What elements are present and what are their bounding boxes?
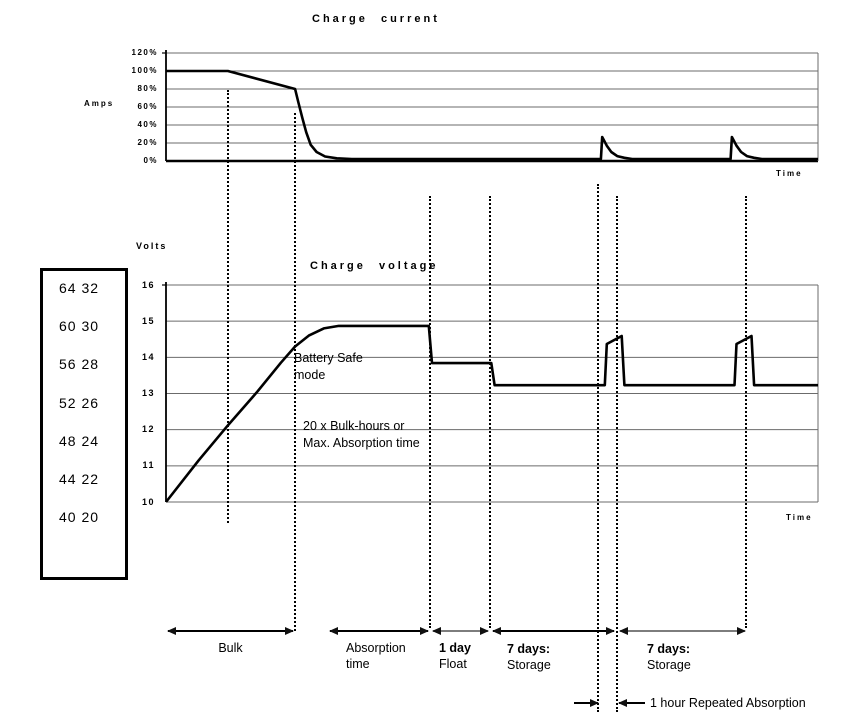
voltage-y-tick-label: 11 — [142, 460, 155, 471]
arrow-head-left-icon — [618, 699, 627, 707]
current-y-tick-label: 40% — [137, 120, 158, 129]
arrow-head-left-icon — [619, 627, 628, 635]
current-y-axis-label: Amps — [84, 99, 115, 108]
voltage-scale-row: 52 26 — [59, 394, 100, 411]
bulk-arrow — [167, 627, 294, 635]
voltage-y-tick-label: 13 — [141, 388, 155, 398]
current-chart-title: Charge current — [312, 13, 440, 25]
voltage-y-tick-label: 14 — [141, 351, 155, 362]
phase-bulk-line1: Bulk — [218, 641, 243, 655]
phase-label-float: 1 day Float — [439, 640, 471, 672]
voltage-scale-row: 64 32 — [59, 280, 100, 296]
voltage-x-axis-label: Time — [786, 513, 813, 522]
voltage-y-axis-label: Volts — [136, 241, 168, 251]
phase-boundary-line-4 — [489, 196, 491, 628]
repeated-absorption-right-pointer — [618, 699, 645, 707]
voltage-scale-row: 48 24 — [59, 432, 100, 449]
phase-boundary-line-5 — [597, 184, 599, 712]
phase-label-storage1: 7 days: Storage — [507, 641, 551, 673]
battery-safe-line1: Battery Safe — [294, 351, 363, 365]
storage2-arrow — [619, 627, 746, 635]
arrow-head-left-icon — [492, 627, 501, 635]
phase-label-bulk: Bulk — [168, 640, 293, 656]
voltage-chart-title: Charge voltage — [310, 260, 439, 272]
charge-voltage-curve — [164, 324, 818, 503]
phase-absorption-line2: time — [346, 657, 370, 671]
arrow-head-left-icon — [432, 627, 441, 635]
phase-float-line2: Float — [439, 657, 467, 671]
current-y-tick-label: 60% — [137, 102, 158, 111]
bulk-hours-line2: Max. Absorption time — [303, 436, 420, 450]
arrow-head-left-icon — [167, 627, 176, 635]
phase-boundary-line-7 — [745, 196, 747, 628]
arrow-head-right-icon — [590, 699, 599, 707]
voltage-scale-row: 40 20 — [59, 509, 100, 526]
phase-label-absorption: Absorption time — [346, 640, 406, 672]
voltage-y-tick-label: 15 — [141, 315, 155, 326]
battery-safe-line2: mode — [294, 368, 326, 382]
voltage-scale-row: 44 22 — [59, 471, 100, 487]
charge-current-curve — [166, 69, 818, 161]
phase-storage1-line2: Storage — [507, 658, 551, 672]
battery-safe-annotation: Battery Safe mode — [294, 350, 363, 384]
arrow-head-right-icon — [420, 627, 429, 635]
current-y-tick-label: 80% — [137, 84, 158, 93]
phase-label-storage2: 7 days: Storage — [647, 641, 691, 673]
voltage-scale-box: 64 32 60 30 56 28 52 26 48 24 44 22 40 20 — [40, 268, 128, 580]
absorption-arrow — [329, 627, 429, 635]
current-y-tick-label: 0% — [143, 156, 158, 165]
current-y-tick-label: 20% — [137, 138, 158, 147]
arrow-head-right-icon — [606, 627, 615, 635]
voltage-y-tick-label: 12 — [141, 424, 155, 435]
phase-absorption-line1: Absorption — [346, 641, 406, 655]
bulk-hours-line1: 20 x Bulk-hours or — [303, 419, 405, 433]
voltage-scale-row: 56 28 — [59, 356, 100, 373]
current-y-tick-label: 100% — [131, 66, 158, 75]
phase-storage1-line1: 7 days: — [507, 642, 551, 656]
arrow-head-right-icon — [737, 627, 746, 635]
voltage-y-tick-label: 16 — [141, 279, 155, 290]
phase-storage2-line1: 7 days: — [647, 642, 691, 656]
arrow-head-right-icon — [285, 627, 294, 635]
phase-boundary-line-2 — [294, 113, 296, 631]
phase-storage2-line2: Storage — [647, 658, 691, 672]
arrow-head-left-icon — [329, 627, 338, 635]
float-arrow — [432, 627, 489, 635]
phase-boundary-line-6 — [616, 196, 618, 712]
voltage-scale-row: 60 30 — [59, 318, 100, 335]
phase-float-line1: 1 day — [439, 641, 471, 655]
current-x-axis-label: Time — [776, 169, 803, 178]
arrow-head-right-icon — [480, 627, 489, 635]
repeated-absorption-left-pointer — [574, 699, 599, 707]
storage1-arrow — [492, 627, 615, 635]
repeated-absorption-label: 1 hour Repeated Absorption — [650, 696, 806, 710]
bulk-hours-annotation: 20 x Bulk-hours or Max. Absorption time — [303, 418, 420, 452]
phase-boundary-line-3 — [429, 196, 431, 628]
current-y-tick-label: 120% — [131, 48, 158, 57]
phase-boundary-line-1 — [227, 90, 229, 523]
voltage-y-tick-label: 10 — [141, 496, 155, 507]
